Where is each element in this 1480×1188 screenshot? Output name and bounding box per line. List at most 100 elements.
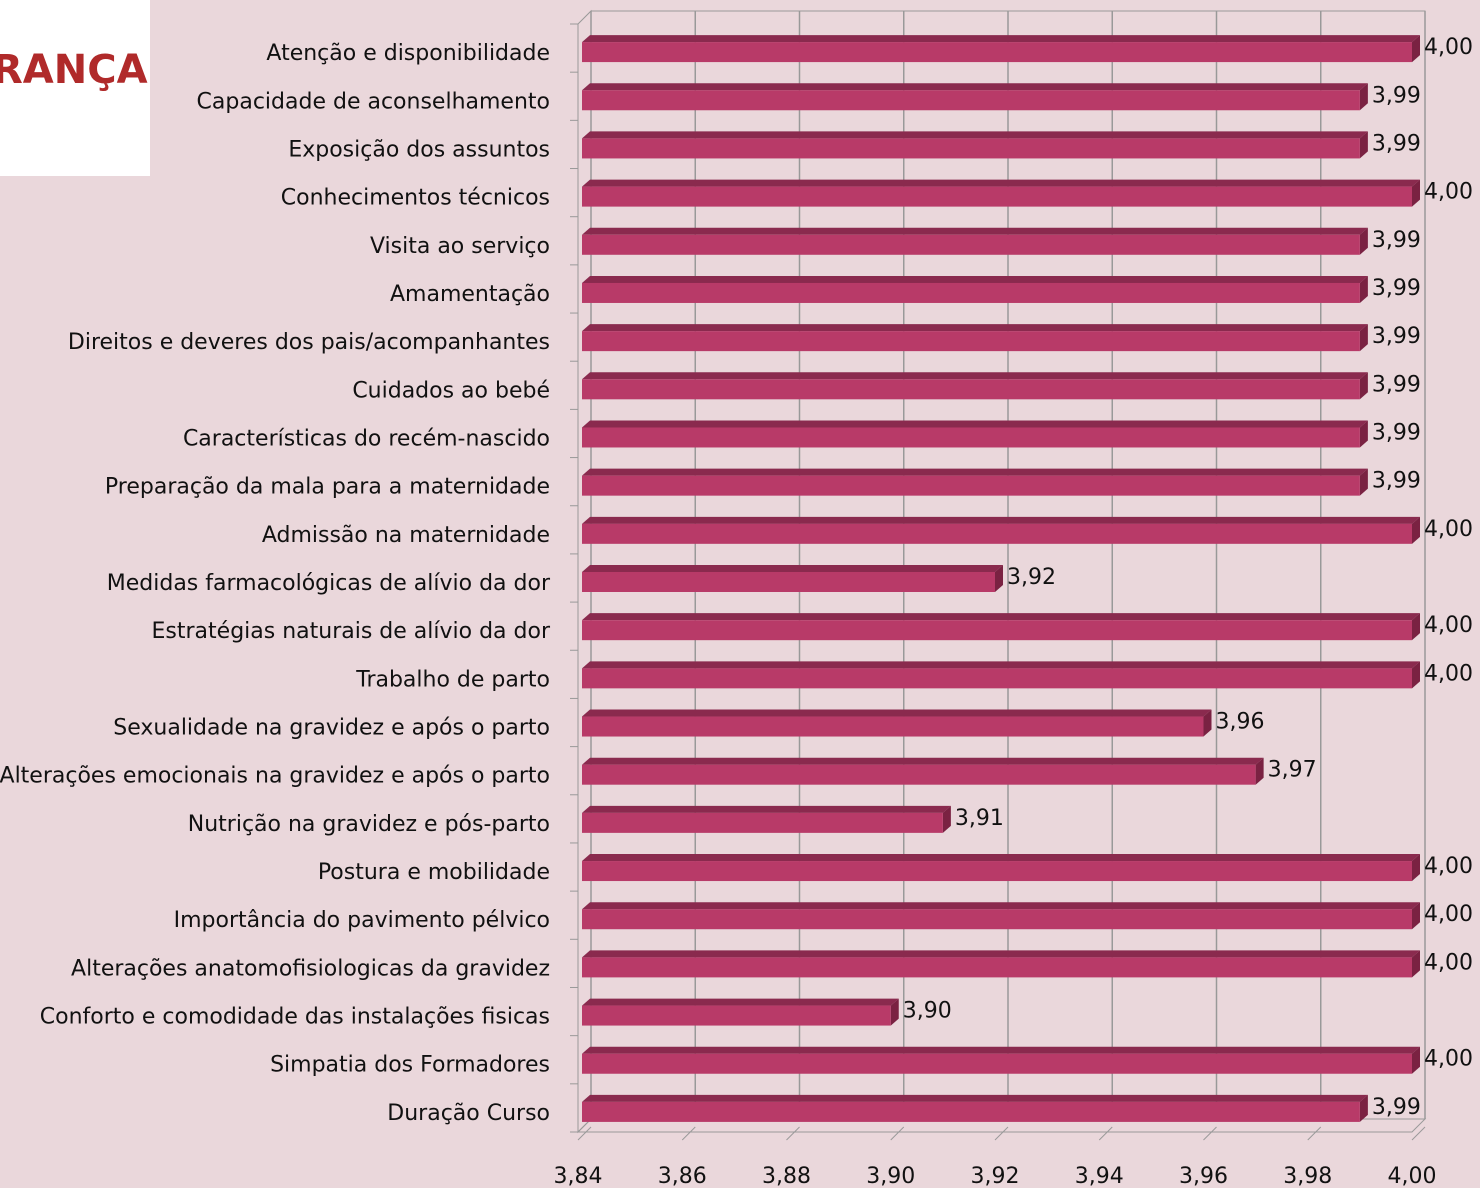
bar-end	[1255, 757, 1264, 785]
bar	[582, 379, 1360, 400]
bar-top	[582, 1094, 1368, 1102]
y-tick-label: Atenção e disponibilidade	[266, 41, 550, 66]
value-label: 3,97	[1268, 758, 1317, 783]
bar-top	[582, 998, 899, 1006]
x-tick	[1411, 1126, 1426, 1141]
bar	[582, 475, 1360, 496]
bar-top	[582, 565, 1003, 572]
bar-end	[995, 565, 1003, 592]
y-tick-label: Visita ao serviço	[370, 234, 550, 259]
bar	[582, 909, 1412, 930]
bar-end	[890, 998, 899, 1026]
bar	[582, 668, 1412, 689]
value-label: 4,00	[1424, 517, 1473, 542]
bar	[582, 1053, 1412, 1074]
bar-top	[582, 324, 1368, 332]
bar-top	[582, 275, 1368, 283]
bar-top	[582, 661, 1420, 669]
bar-top	[582, 179, 1420, 187]
bar-top	[582, 420, 1368, 428]
bar-end	[1359, 1094, 1368, 1122]
value-label: 3,99	[1372, 276, 1421, 301]
bar-end	[1203, 709, 1212, 737]
value-label: 3,96	[1216, 710, 1265, 735]
bar-end	[1412, 661, 1420, 689]
y-tick-label: Sexualidade na gravidez e após o parto	[113, 716, 550, 741]
value-label: 4,00	[1424, 180, 1473, 205]
y-tick-label: Preparação da mala para a maternidade	[105, 475, 550, 500]
x-tick-label: 3,86	[658, 1164, 707, 1188]
bar	[582, 1005, 891, 1026]
x-tick-label: 3,84	[554, 1164, 603, 1188]
bar-top	[582, 372, 1368, 380]
y-tick-label: Trabalho de parto	[355, 667, 550, 692]
x-tick	[681, 1126, 696, 1141]
bar	[582, 812, 943, 833]
bar-top	[582, 805, 951, 813]
bar	[582, 764, 1256, 785]
bar-top	[582, 950, 1420, 958]
value-label: 3,90	[903, 999, 952, 1024]
bar-top	[582, 516, 1420, 524]
bar-end	[1412, 613, 1420, 641]
x-tick	[1203, 1126, 1217, 1141]
bar	[582, 42, 1412, 63]
bar-top	[582, 83, 1368, 91]
bar-top	[582, 709, 1212, 717]
y-tick-label: Alterações emocionais na gravidez e após…	[0, 764, 550, 789]
x-tick	[786, 1126, 800, 1141]
value-label: 3,99	[1372, 131, 1421, 156]
x-tick-label: 3,96	[1179, 1164, 1228, 1188]
bar-top	[582, 854, 1420, 862]
value-label: 4,00	[1424, 35, 1473, 60]
x-tick-label: 3,92	[971, 1164, 1020, 1188]
x-tick-label: 3,98	[1283, 1164, 1332, 1188]
x-tick	[890, 1126, 905, 1141]
value-label: 3,99	[1372, 469, 1421, 494]
x-tick-label: 4,00	[1388, 1164, 1437, 1188]
y-tick-label: Conhecimentos técnicos	[281, 186, 550, 211]
bar-top	[582, 131, 1368, 139]
bar-end	[1359, 372, 1368, 400]
value-label: 3,99	[1372, 83, 1421, 108]
y-tick-label: Cuidados ao bebé	[352, 378, 550, 403]
x-tick	[1307, 1126, 1322, 1141]
bar-end	[1359, 83, 1368, 111]
bar	[582, 282, 1360, 303]
bar	[582, 523, 1412, 544]
bar-end	[1412, 35, 1420, 63]
bar	[582, 1101, 1360, 1122]
y-tick-label: Postura e mobilidade	[318, 860, 550, 885]
bar-end	[942, 805, 951, 833]
bar	[582, 572, 995, 592]
value-label: 4,00	[1424, 950, 1473, 975]
value-label: 4,00	[1424, 613, 1473, 638]
y-tick-label: Nutrição na gravidez e pós-parto	[188, 812, 550, 837]
y-tick-label: Duração Curso	[387, 1101, 550, 1126]
x-tick-label: 3,90	[866, 1164, 915, 1188]
value-label: 3,99	[1372, 228, 1421, 253]
bar-end	[1412, 1046, 1420, 1074]
y-tick-label: Conforto e comodidade das instalações fi…	[40, 1005, 550, 1030]
x-tick	[1098, 1126, 1113, 1141]
bar-end	[1412, 516, 1420, 544]
x-tick-label: 3,88	[762, 1164, 811, 1188]
bar-end	[1412, 950, 1420, 978]
y-tick-label: Alterações anatomofisiologicas da gravid…	[71, 956, 550, 981]
logo-text: RANÇA	[0, 47, 148, 93]
bar-top	[582, 35, 1420, 43]
y-tick-label: Características do recém-nascido	[183, 426, 550, 451]
bar-end	[1359, 468, 1368, 496]
bar	[582, 138, 1360, 159]
bar-end	[1359, 131, 1368, 159]
y-tick-label: Estratégias naturais de alívio da dor	[152, 619, 551, 644]
value-label: 4,00	[1424, 902, 1473, 927]
bar-top	[582, 1046, 1420, 1054]
value-label: 3,91	[955, 806, 1004, 831]
bar	[582, 861, 1412, 882]
bar-end	[1359, 324, 1368, 352]
bar-end	[1412, 179, 1420, 207]
bar-top	[582, 757, 1264, 765]
value-label: 3,92	[1007, 565, 1056, 590]
